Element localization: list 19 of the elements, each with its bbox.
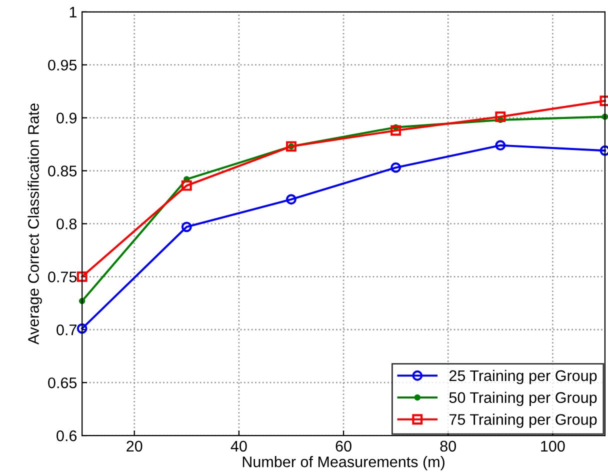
x-tick-label: 60: [336, 440, 352, 452]
y-tick-label: 0.7: [56, 324, 76, 336]
x-axis-title: Number of Measurements (m): [242, 456, 444, 470]
y-axis-title: Average Correct Classification Rate: [28, 104, 42, 345]
y-tick-label: 0.9: [56, 112, 76, 124]
y-tick-label: 0.95: [48, 60, 77, 71]
x-tick-label: 20: [126, 440, 142, 452]
x-tick-label: 40: [230, 440, 247, 452]
legend-label: 25 Training per Group: [449, 370, 597, 384]
legend-label: 50 Training per Group: [449, 392, 597, 406]
y-tick-label: 0.75: [48, 272, 77, 282]
x-tick-label: 100: [541, 440, 565, 452]
y-tick-label: 0.6: [56, 430, 77, 442]
y-tick-label: 0.8: [56, 218, 77, 230]
x-tick-label: 80: [440, 440, 456, 452]
y-tick-label: 1: [70, 6, 76, 18]
y-tick-label: 0.85: [48, 166, 77, 176]
legend-label: 75 Training per Group: [449, 414, 597, 428]
y-tick-label: 0.65: [48, 377, 77, 388]
